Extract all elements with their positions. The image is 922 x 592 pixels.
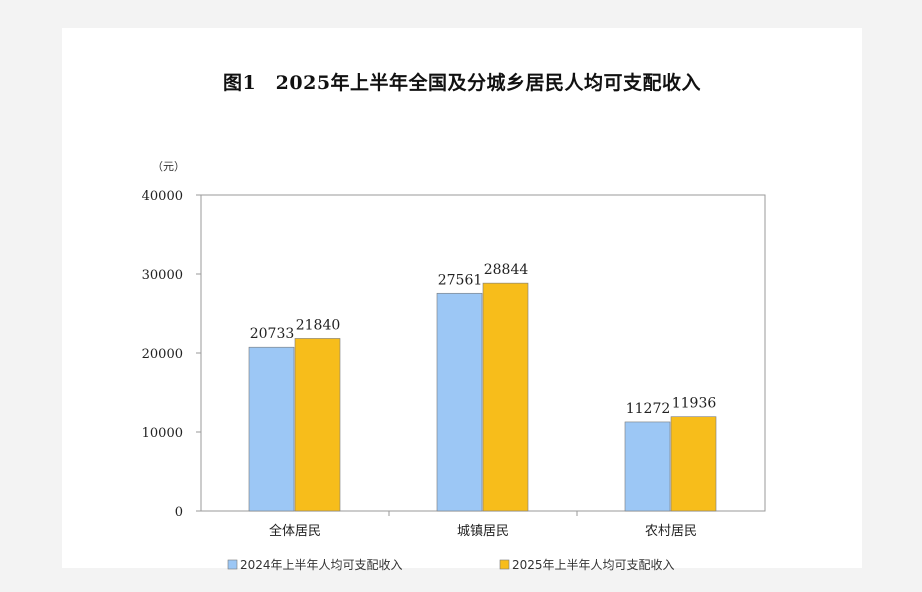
chart-axes: （元） 0 10000 20000 30000 40000 全体居民 城镇居民 农村居民 xyxy=(142,160,766,539)
y-axis-unit: （元） xyxy=(152,160,185,173)
bar xyxy=(624,421,671,512)
x-tick-label: 城镇居民 xyxy=(457,524,509,539)
chart-legend: 2024年上半年人均可支配收入 2025年上半年人均可支配收入 xyxy=(227,558,675,572)
chart-title: 图1 2025年上半年全国及分城乡居民人均可支配收入 xyxy=(222,72,702,94)
bar xyxy=(248,346,295,512)
bar xyxy=(436,292,483,512)
data-label: 21840 xyxy=(296,317,341,333)
data-label: 11272 xyxy=(626,401,671,417)
y-tick-label: 20000 xyxy=(142,347,183,362)
x-tick-label: 全体居民 xyxy=(269,523,321,539)
y-tick-label: 30000 xyxy=(142,268,183,283)
data-label: 28844 xyxy=(484,262,529,278)
data-label: 11936 xyxy=(672,396,717,412)
legend-swatch xyxy=(499,559,510,570)
data-label: 20733 xyxy=(250,326,295,342)
y-tick-label: 40000 xyxy=(142,189,183,204)
chart-bars xyxy=(248,282,717,512)
bar xyxy=(670,416,717,512)
legend-label: 2024年上半年人均可支配收入 xyxy=(240,558,403,572)
bar xyxy=(482,282,529,512)
x-tick-label: 农村居民 xyxy=(645,524,697,539)
y-tick-label: 10000 xyxy=(142,426,183,441)
data-label: 27561 xyxy=(438,272,483,288)
y-tick-label: 0 xyxy=(175,505,183,520)
legend-swatch xyxy=(227,559,238,570)
bar xyxy=(294,338,341,512)
legend-label: 2025年上半年人均可支配收入 xyxy=(512,558,675,572)
